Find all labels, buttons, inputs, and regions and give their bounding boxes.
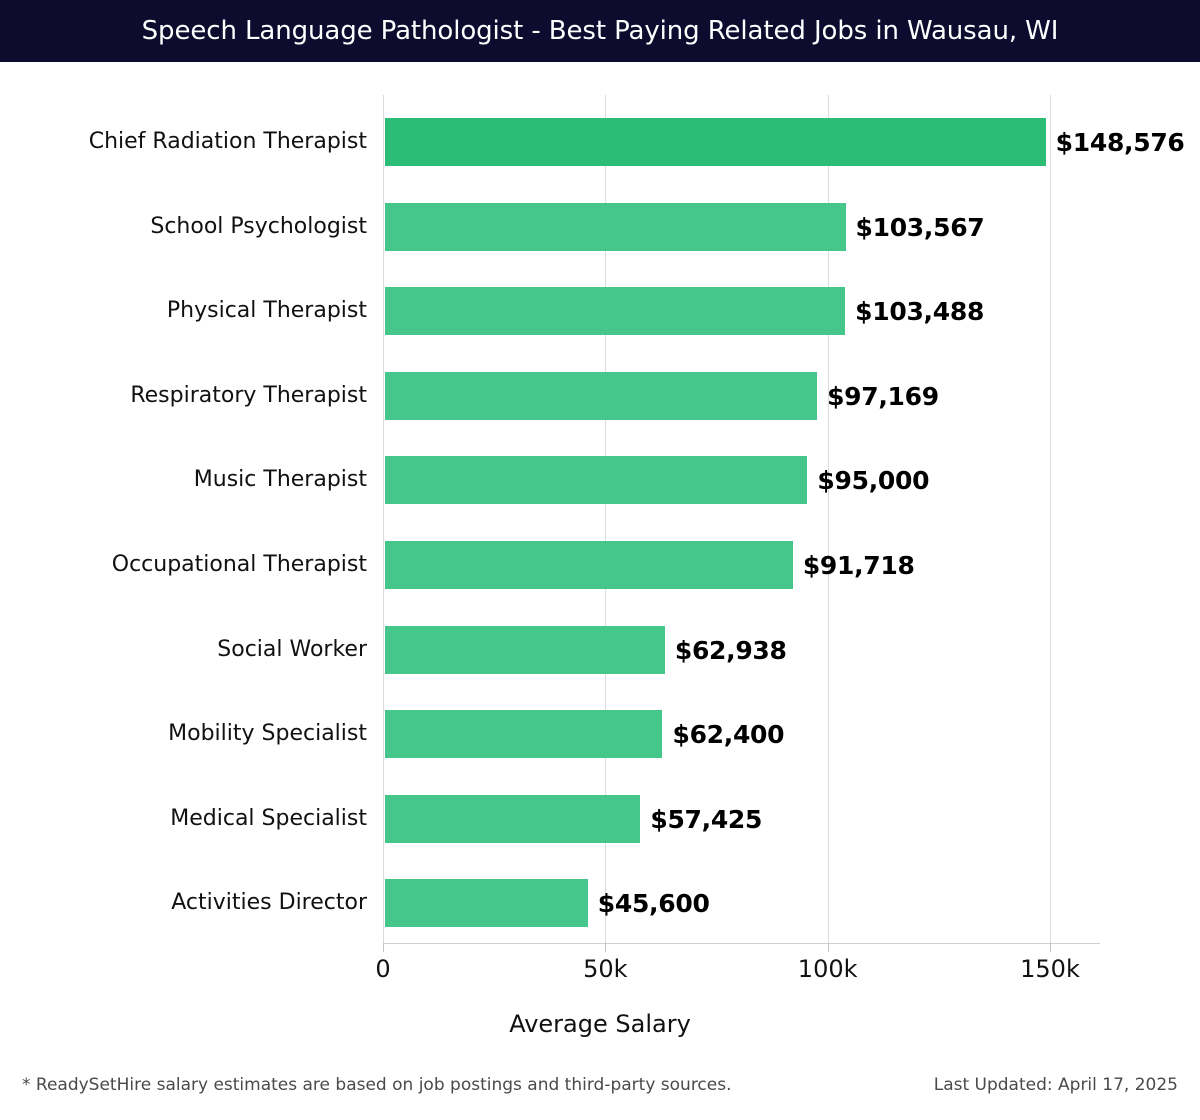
bar-value-label: $45,600	[597, 889, 710, 919]
header-bar	[0, 0, 1200, 62]
category-label: Social Worker	[217, 636, 367, 662]
category-label: School Psychologist	[150, 213, 367, 239]
bar-value-label: $62,400	[672, 720, 785, 750]
x-tick-label: 0	[375, 955, 391, 983]
gridline	[383, 95, 384, 943]
category-label: Occupational Therapist	[111, 552, 367, 577]
bar-value-label: $57,425	[650, 804, 763, 834]
bar-row: Chief Radiation Therapist $148,576	[0, 118, 1200, 166]
bar-value-label: $103,488	[855, 297, 985, 327]
bar-row: Music Therapist $95,000	[0, 456, 1200, 505]
bar[interactable]	[385, 202, 846, 251]
x-axis-line	[383, 943, 1100, 944]
footer-last-updated: Last Updated: April 17, 2025	[933, 1075, 1178, 1095]
bar[interactable]	[385, 625, 665, 674]
gridline	[605, 95, 607, 943]
category-label: Activities Director	[171, 890, 367, 916]
bar-value-label: $148,576	[1055, 128, 1185, 157]
gridline	[1050, 95, 1051, 943]
bar-row: Social Worker $62,938	[0, 625, 1200, 674]
footer-disclaimer: * ReadySetHire salary estimates are base…	[22, 1075, 732, 1095]
bar-row: Mobility Specialist $62,400	[0, 710, 1200, 759]
bar-value-label: $103,567	[855, 212, 985, 242]
x-tick-mark	[1050, 943, 1051, 952]
bar-row: School Psychologist $103,567	[0, 202, 1200, 251]
x-tick-mark	[827, 943, 829, 952]
category-label: Medical Specialist	[170, 805, 367, 831]
bar[interactable]	[385, 287, 846, 336]
x-tick-label: 150k	[1020, 955, 1080, 983]
bar-row: Activities Director $45,600	[0, 879, 1200, 928]
x-tick-label: 50k	[583, 955, 628, 983]
category-label: Music Therapist	[193, 467, 367, 493]
bar-value-label: $91,718	[802, 551, 915, 580]
bar-row: Medical Specialist $57,425	[0, 794, 1200, 843]
bar[interactable]	[385, 456, 808, 505]
bar-value-label: $62,938	[674, 635, 787, 665]
page-title: Speech Language Pathologist - Best Payin…	[141, 16, 1059, 46]
bar[interactable]	[385, 879, 588, 928]
plot-area	[383, 95, 1051, 943]
bar[interactable]	[385, 794, 641, 843]
bar-row: Occupational Therapist $91,718	[0, 541, 1200, 589]
bar-row: Respiratory Therapist $97,169	[0, 371, 1200, 420]
x-axis-title: Average Salary	[509, 1010, 691, 1038]
category-label: Respiratory Therapist	[130, 382, 367, 408]
bar[interactable]	[385, 371, 818, 420]
x-tick-mark	[605, 943, 607, 952]
bar[interactable]	[385, 118, 1046, 166]
bar-value-label: $95,000	[817, 466, 930, 496]
category-label: Physical Therapist	[166, 298, 367, 324]
x-tick-mark	[383, 943, 384, 952]
bar[interactable]	[385, 710, 663, 759]
gridline	[827, 95, 829, 943]
category-label: Mobility Specialist	[168, 721, 367, 747]
category-label: Chief Radiation Therapist	[88, 129, 367, 154]
bar-row: Physical Therapist $103,488	[0, 287, 1200, 336]
bar[interactable]	[385, 541, 793, 589]
x-tick-label: 100k	[797, 955, 858, 983]
bar-value-label: $97,169	[827, 381, 939, 411]
